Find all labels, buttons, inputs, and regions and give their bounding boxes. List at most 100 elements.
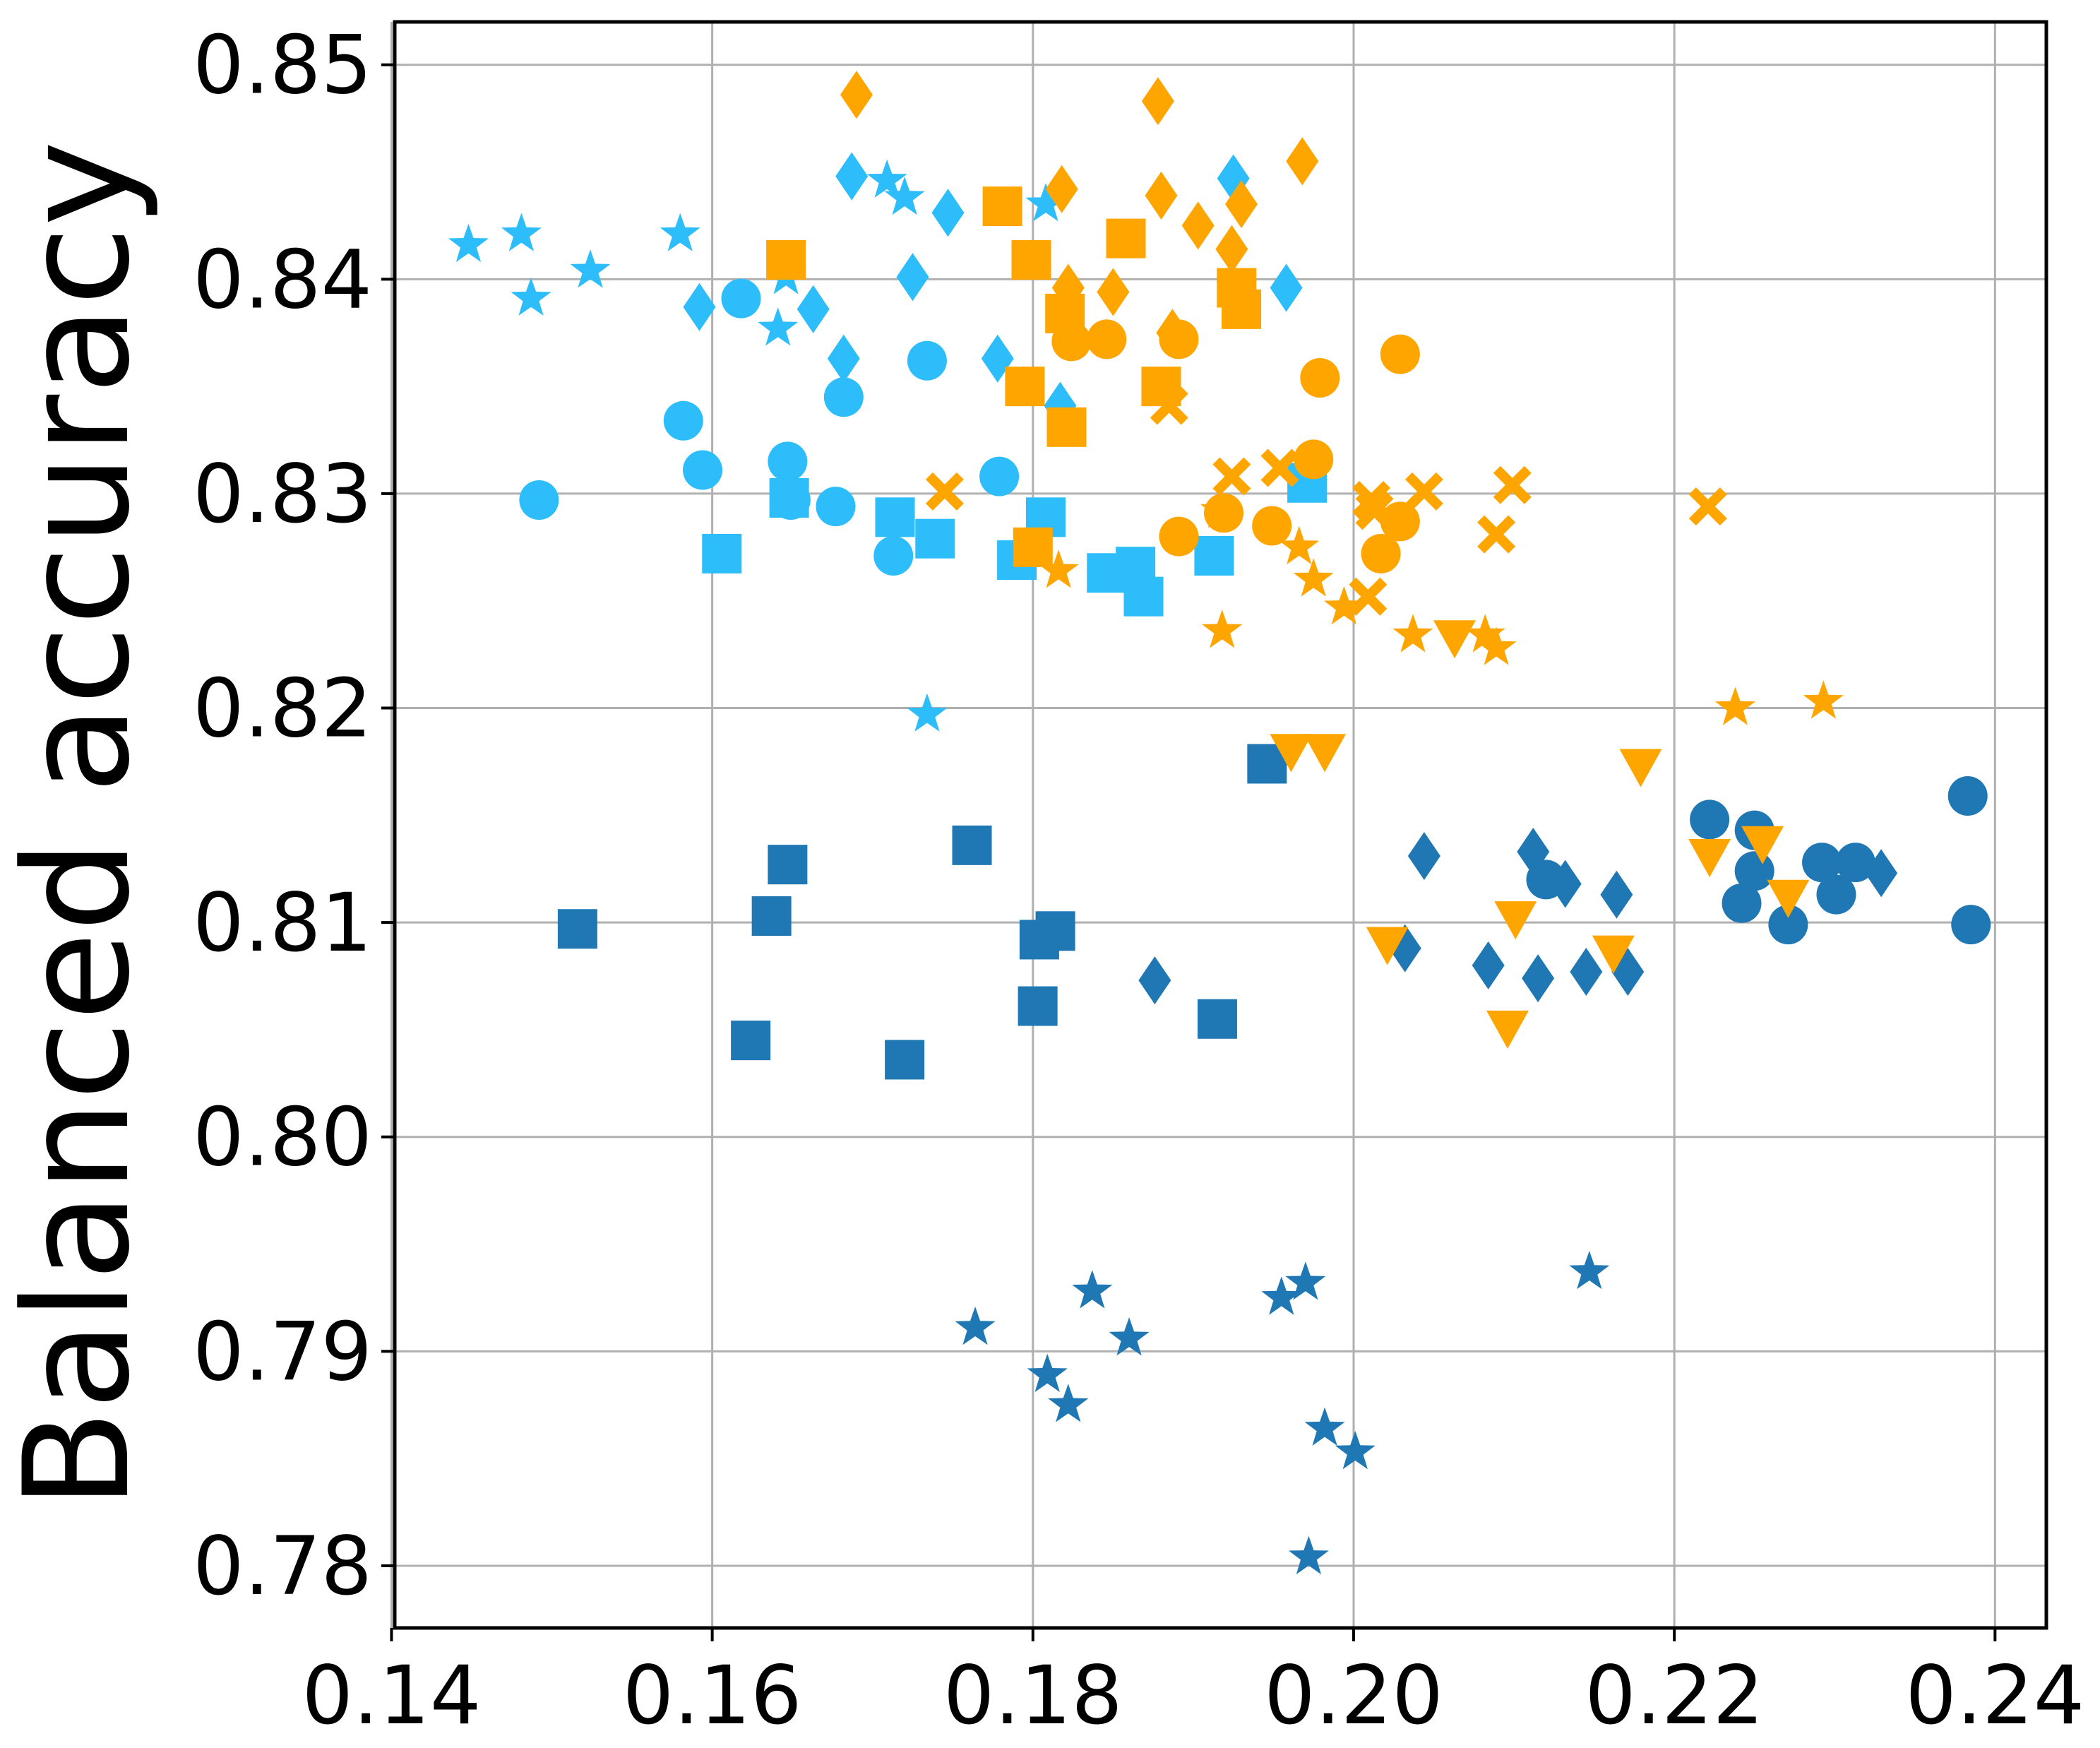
point [683,283,716,331]
point [1835,843,1875,883]
point [866,159,907,198]
point [1767,879,1810,918]
point [1570,948,1603,996]
point [896,253,929,302]
point [1741,826,1784,864]
point [768,441,808,482]
point [1197,999,1237,1039]
point [1200,489,1241,528]
point [519,480,559,521]
x-tick-label: 0.24 [1905,1648,2084,1742]
point [1355,492,1394,530]
ticks: 0.14 0.16 0.18 0.20 0.22 0.24 0.85 0.84 0.83 0.82… [193,18,2084,1742]
point [511,277,551,316]
point [1690,799,1730,840]
y-tick-label: 0.85 [193,18,372,112]
point [1005,367,1045,407]
point [1300,357,1340,398]
plot-frame [393,20,2048,1630]
point [1486,1010,1529,1049]
point [1286,137,1319,186]
point [1803,680,1844,719]
point [1260,448,1299,487]
point [1038,549,1079,588]
point [1215,225,1248,273]
x-tick-label: 0.16 [623,1648,802,1742]
y-tick-label: 0.81 [193,876,372,970]
point [1494,901,1537,940]
point [663,400,703,441]
point [660,213,700,251]
point [915,518,955,559]
point [448,223,489,262]
point [1048,1384,1089,1422]
point [1349,577,1388,616]
point [1526,860,1566,900]
point [1109,1317,1150,1356]
point [1569,1251,1610,1290]
point [1261,1276,1302,1315]
point [1194,535,1234,576]
point [816,487,856,527]
point [1212,457,1251,496]
point [1159,516,1199,557]
point [1380,334,1420,374]
point [1714,686,1755,725]
point [758,307,799,346]
point [1366,927,1409,965]
point [1722,883,1762,923]
point [1493,465,1532,504]
y-tick-label: 0.83 [193,447,372,541]
point [1087,319,1127,359]
point [884,177,925,215]
point [751,896,792,937]
point [557,909,597,949]
point [1045,165,1078,213]
point [1407,832,1440,880]
point [766,240,806,280]
point [1123,576,1164,617]
point [1433,620,1476,659]
point [768,845,808,885]
point [797,285,830,333]
point [1294,439,1334,480]
point [925,472,964,511]
point [1027,1353,1068,1392]
point [570,249,611,288]
point [907,340,947,381]
x-tick-label: 0.14 [302,1648,482,1742]
point [1225,180,1258,229]
point [1522,954,1555,1003]
point [955,1307,996,1345]
point [1025,183,1066,222]
point [1600,870,1633,919]
point [1816,874,1856,915]
point [1072,1270,1113,1309]
point [1150,386,1188,425]
point [1018,986,1058,1026]
point [1361,533,1401,573]
point [823,377,864,417]
point [1734,851,1774,891]
marks [448,71,1991,1575]
point [1046,407,1087,447]
point [1380,501,1420,542]
point [1181,201,1215,250]
point [683,450,723,490]
point [1947,776,1988,816]
point [1335,1431,1376,1470]
point [1768,905,1808,945]
point [1138,956,1171,1005]
point [1293,558,1334,597]
point [1392,614,1433,653]
point [1141,77,1174,126]
y-tick-label: 0.80 [193,1090,372,1184]
point [731,1021,771,1061]
point [979,456,1020,497]
point [1464,614,1505,653]
point [873,535,914,576]
point [827,334,860,383]
point [1404,472,1443,511]
point [1097,268,1130,316]
